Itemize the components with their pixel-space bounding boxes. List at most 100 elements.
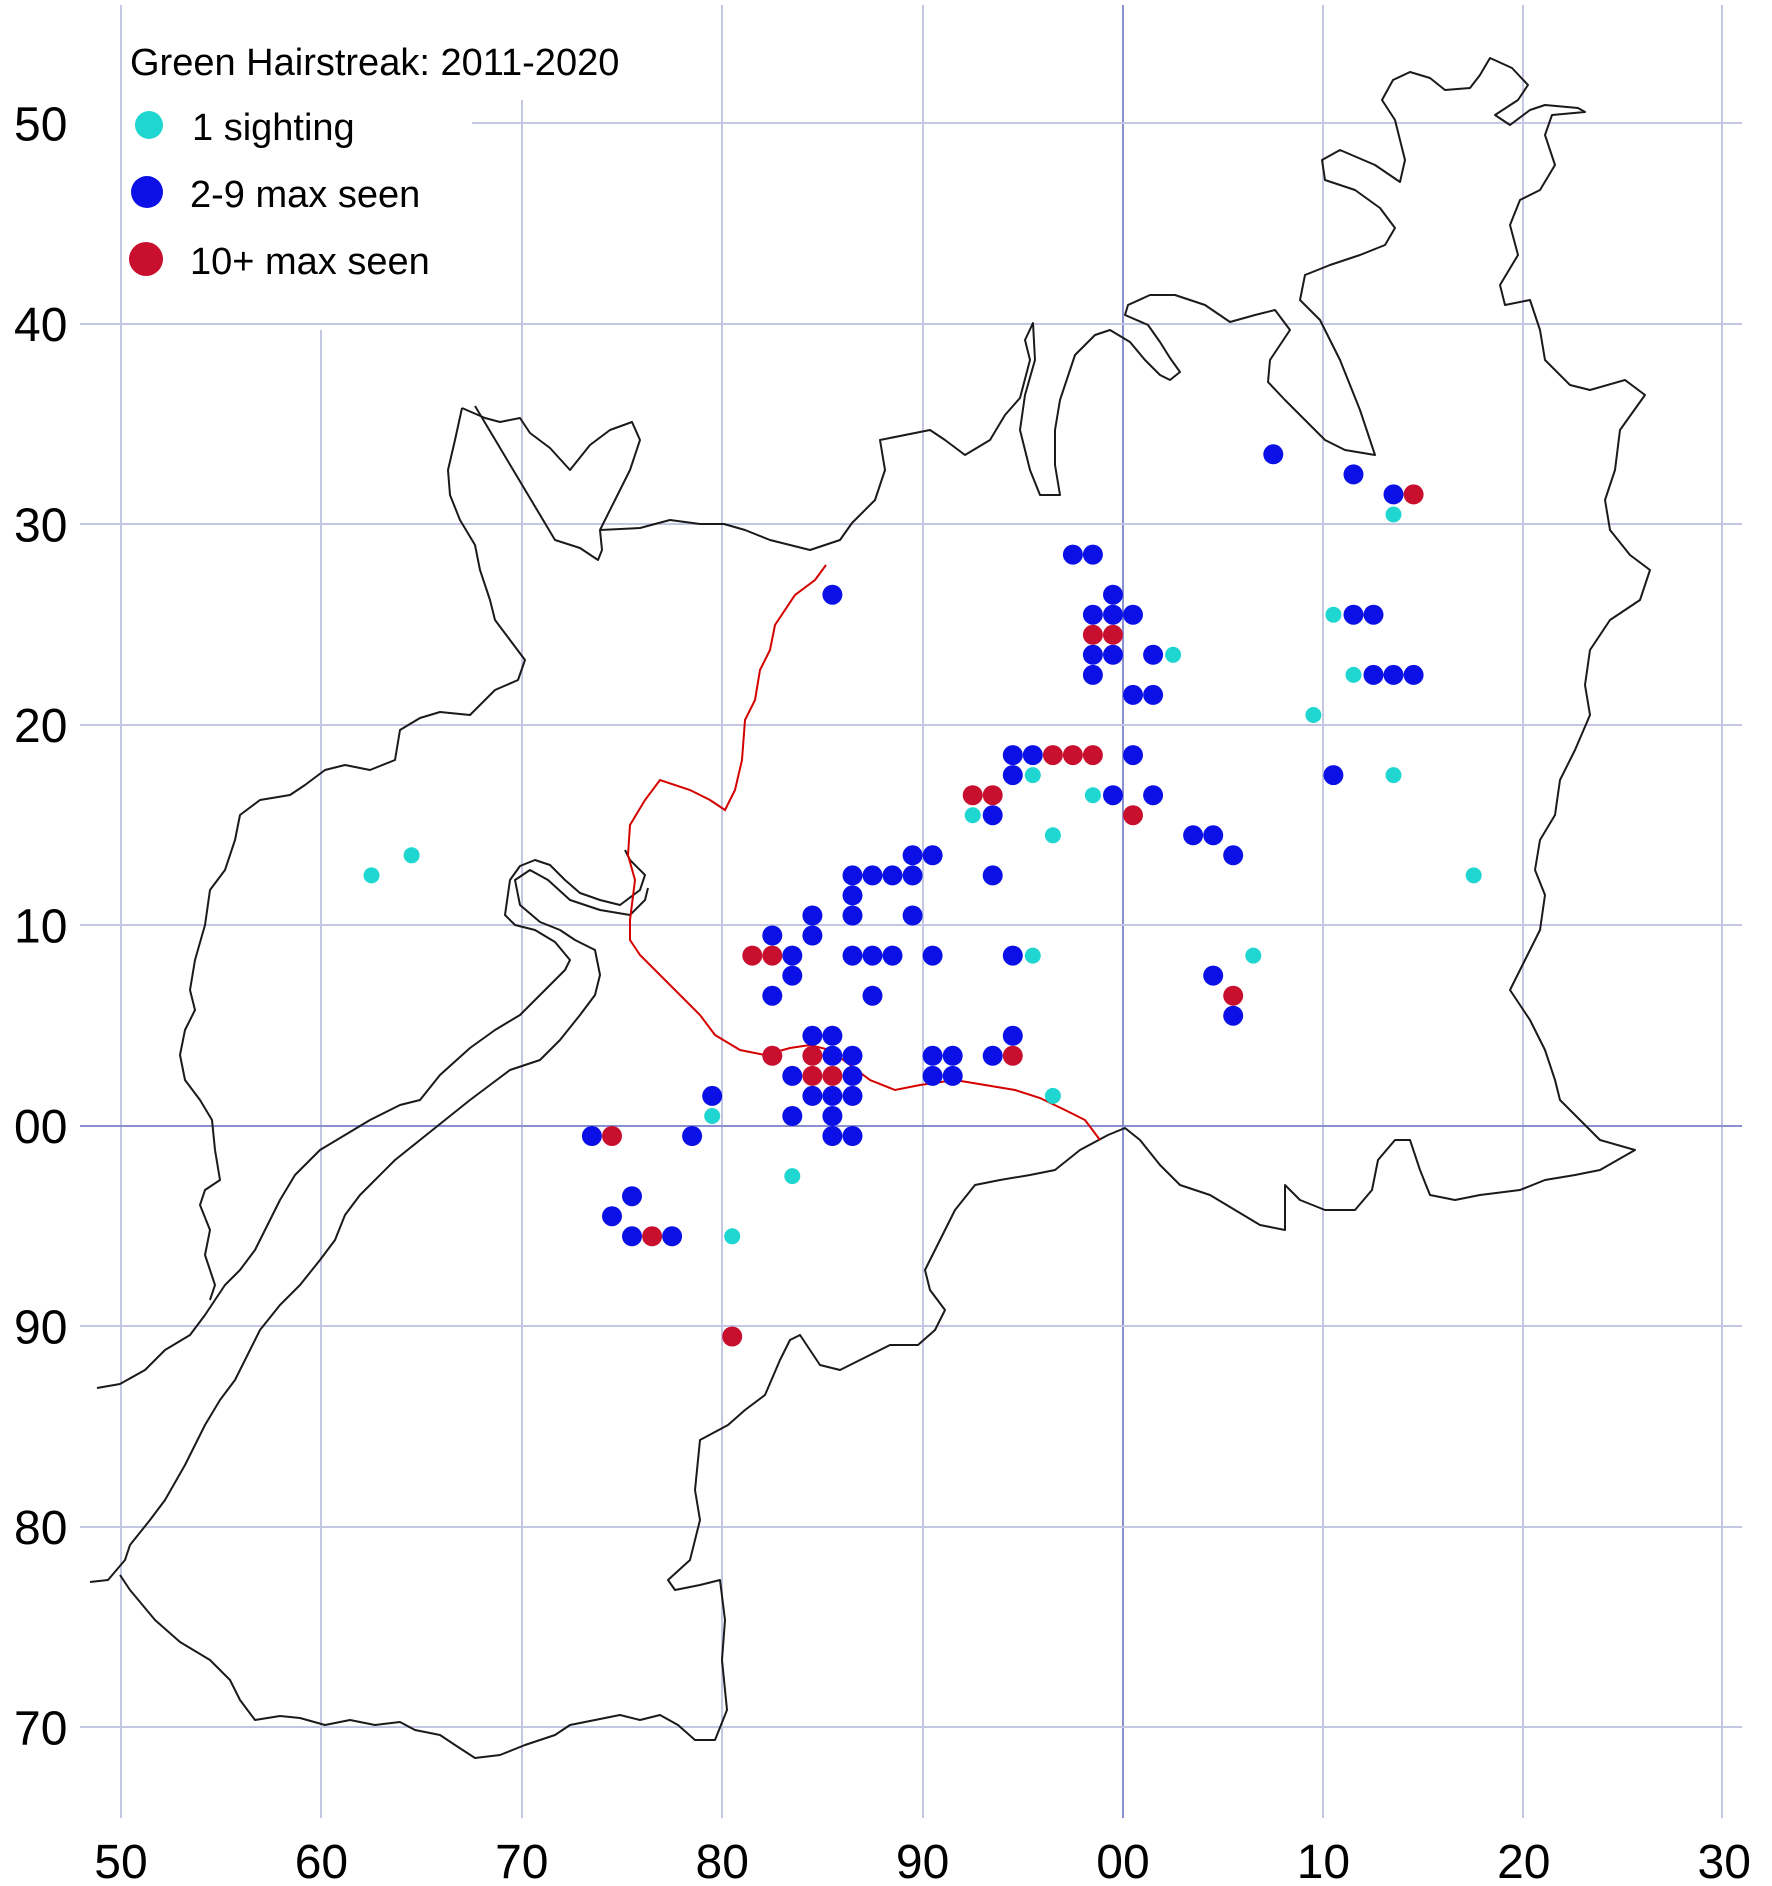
point-2-9-seen — [802, 925, 823, 946]
point-2-9-seen — [1363, 604, 1384, 625]
y-tick-label: 10 — [14, 901, 67, 954]
point-2-9-seen — [822, 1126, 843, 1146]
point-2-9-seen — [702, 1085, 723, 1106]
sighting-points — [363, 444, 1482, 1347]
y-tick-label: 50 — [14, 99, 67, 152]
x-tick-label: 90 — [896, 1836, 949, 1886]
point-single-sighting — [1305, 707, 1322, 723]
point-2-9-seen — [1082, 604, 1103, 625]
point-single-sighting — [724, 1228, 741, 1245]
point-10-plus-seen — [1082, 624, 1103, 645]
point-single-sighting — [1465, 867, 1482, 884]
point-10-plus-seen — [1103, 624, 1123, 645]
legend-marker-many — [129, 242, 163, 276]
point-2-9-seen — [1343, 464, 1364, 485]
point-2-9-seen — [822, 1025, 843, 1046]
point-2-9-seen — [822, 1085, 843, 1106]
point-single-sighting — [1165, 646, 1182, 663]
legend: Green Hairstreak: 2011-2020 1 sighting 2… — [129, 42, 619, 283]
county-boundary — [626, 564, 1101, 1141]
point-single-sighting — [1084, 787, 1101, 804]
y-axis-tick-labels: 50 40 30 20 10 00 90 80 70 — [14, 99, 67, 1756]
y-tick-label: 20 — [14, 700, 67, 753]
point-2-9-seen — [622, 1226, 642, 1247]
point-10-plus-seen — [1042, 745, 1063, 766]
point-2-9-seen — [862, 945, 883, 966]
point-2-9-seen — [1022, 745, 1043, 766]
y-tick-label: 00 — [14, 1101, 67, 1154]
point-2-9-seen — [1143, 684, 1164, 705]
point-10-plus-seen — [722, 1326, 743, 1347]
point-10-plus-seen — [602, 1126, 622, 1146]
county-outline — [119, 57, 1651, 1759]
point-2-9-seen — [622, 1186, 642, 1207]
point-10-plus-seen — [1002, 1045, 1023, 1066]
point-10-plus-seen — [802, 1045, 823, 1066]
point-2-9-seen — [922, 1045, 943, 1066]
legend-label-many: 10+ max seen — [190, 241, 430, 283]
point-2-9-seen — [1363, 664, 1384, 685]
x-tick-label: 50 — [94, 1836, 147, 1886]
point-2-9-seen — [1143, 644, 1164, 665]
x-axis-tick-labels: 50 60 70 80 90 00 10 20 30 — [94, 1836, 1751, 1886]
point-2-9-seen — [822, 584, 843, 605]
estuary-south-bank — [89, 869, 649, 1583]
point-2-9-seen — [922, 845, 943, 866]
y-tick-label: 70 — [14, 1703, 67, 1756]
point-2-9-seen — [1002, 945, 1023, 966]
point-2-9-seen — [1103, 785, 1123, 806]
point-10-plus-seen — [1223, 985, 1244, 1006]
point-2-9-seen — [762, 925, 783, 946]
x-tick-label: 30 — [1698, 1836, 1751, 1886]
point-2-9-seen — [802, 1025, 823, 1046]
point-2-9-seen — [982, 805, 1003, 826]
point-single-sighting — [1385, 506, 1402, 523]
point-10-plus-seen — [962, 785, 983, 806]
point-2-9-seen — [882, 865, 903, 886]
point-single-sighting — [964, 807, 981, 824]
point-2-9-seen — [802, 1085, 823, 1106]
y-tick-label: 30 — [14, 500, 67, 553]
point-10-plus-seen — [762, 1045, 783, 1066]
point-2-9-seen — [1123, 745, 1143, 766]
point-2-9-seen — [1002, 765, 1023, 786]
x-tick-label: 00 — [1096, 1836, 1149, 1886]
point-2-9-seen — [1123, 684, 1143, 705]
point-2-9-seen — [1103, 604, 1123, 625]
point-2-9-seen — [902, 845, 923, 866]
x-tick-label: 10 — [1297, 1836, 1350, 1886]
point-2-9-seen — [581, 1126, 602, 1146]
point-2-9-seen — [922, 1065, 943, 1086]
legend-marker-few — [131, 176, 163, 208]
estuary-north-bank — [96, 849, 646, 1389]
point-2-9-seen — [862, 985, 883, 1006]
point-2-9-seen — [982, 1045, 1003, 1066]
point-2-9-seen — [662, 1226, 683, 1247]
point-single-sighting — [403, 847, 420, 864]
y-tick-label: 80 — [14, 1502, 67, 1555]
point-2-9-seen — [782, 1065, 803, 1086]
point-2-9-seen — [1383, 664, 1404, 685]
point-2-9-seen — [782, 1106, 803, 1126]
point-2-9-seen — [942, 1065, 963, 1086]
point-single-sighting — [1044, 1087, 1061, 1104]
point-single-sighting — [1044, 827, 1061, 844]
y-tick-label: 40 — [14, 299, 67, 352]
point-2-9-seen — [982, 865, 1003, 886]
point-2-9-seen — [1343, 604, 1364, 625]
point-2-9-seen — [842, 1045, 863, 1066]
point-10-plus-seen — [1123, 805, 1143, 826]
point-2-9-seen — [1062, 544, 1083, 565]
point-2-9-seen — [1223, 1005, 1244, 1026]
point-single-sighting — [1325, 606, 1342, 623]
point-2-9-seen — [1263, 444, 1284, 465]
point-2-9-seen — [842, 1126, 863, 1146]
point-2-9-seen — [922, 945, 943, 966]
west-coast-outline — [179, 405, 641, 1301]
legend-label-single: 1 sighting — [192, 107, 355, 149]
point-2-9-seen — [1103, 584, 1123, 605]
point-2-9-seen — [902, 865, 923, 886]
point-2-9-seen — [1082, 644, 1103, 665]
point-2-9-seen — [762, 985, 783, 1006]
